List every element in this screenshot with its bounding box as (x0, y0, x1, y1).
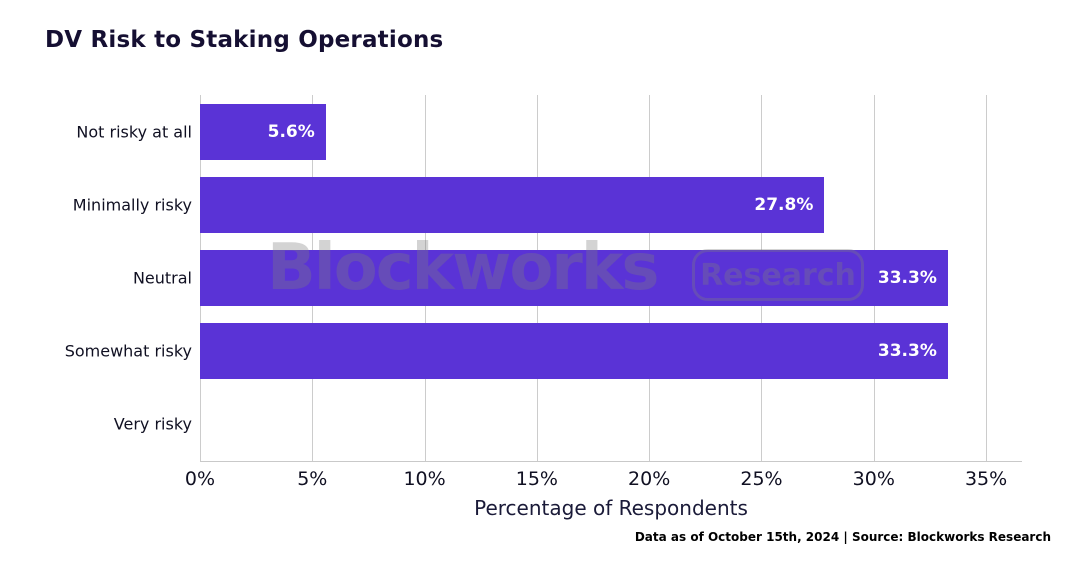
category-label: Neutral (132, 268, 192, 288)
category-label: Not risky at all (76, 122, 192, 142)
source-footer: Data as of October 15th, 2024 | Source: … (634, 530, 1051, 544)
x-tick-label: 0% (184, 468, 216, 490)
bar: 33.3% (200, 250, 948, 306)
bar: 33.3% (200, 323, 948, 380)
x-tick-label: 35% (964, 468, 1008, 490)
gridline-35% (986, 95, 988, 461)
plot-area: 5.6% 27.8% 33.3% 33.3% (200, 95, 1022, 462)
x-axis-line (200, 461, 1022, 462)
category-label: Very risky (113, 414, 192, 434)
category-label: Minimally risky (72, 195, 192, 215)
bar-value-label: 33.3% (877, 341, 937, 362)
bar-value-label: 27.8% (754, 194, 814, 215)
x-tick-label: 5% (297, 468, 328, 490)
x-tick-label: 20% (628, 468, 671, 490)
x-axis-title: Percentage of Respondents (474, 496, 748, 520)
bar: 5.6% (200, 103, 326, 160)
chart-title: DV Risk to Staking Operations (45, 27, 444, 53)
x-tick-label: 15% (515, 468, 558, 490)
bar-value-label: 33.3% (877, 268, 937, 288)
bar: 27.8% (200, 176, 825, 233)
category-label: Somewhat risky (64, 341, 192, 361)
bar-value-label: 5.6% (267, 121, 315, 142)
x-tick-label: 30% (852, 468, 895, 490)
x-tick-label: 10% (403, 468, 446, 490)
x-tick-label: 25% (740, 468, 783, 490)
